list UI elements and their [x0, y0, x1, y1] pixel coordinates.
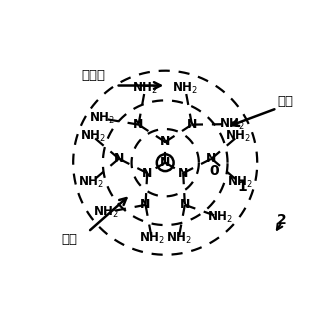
Text: NH$_2$: NH$_2$ [93, 205, 119, 220]
Text: N: N [140, 198, 151, 211]
Text: NH$_2$: NH$_2$ [207, 210, 233, 225]
Text: NH$_2$: NH$_2$ [139, 231, 165, 246]
Text: NH$_2$: NH$_2$ [219, 117, 245, 132]
Text: 1: 1 [237, 181, 247, 195]
Text: NH$_2$: NH$_2$ [78, 175, 104, 190]
Text: N: N [207, 152, 217, 165]
Text: NH$_2$: NH$_2$ [132, 81, 158, 96]
Text: 0: 0 [209, 164, 218, 178]
Text: N: N [178, 167, 188, 180]
Text: 2: 2 [277, 213, 287, 227]
Text: N: N [187, 118, 197, 131]
Text: N: N [160, 156, 170, 169]
Text: 发核: 发核 [61, 233, 77, 246]
Text: N: N [160, 135, 170, 148]
Text: N: N [114, 152, 124, 165]
Text: NH$_2$: NH$_2$ [225, 129, 251, 144]
Text: N: N [133, 118, 144, 131]
Text: NH$_2$: NH$_2$ [166, 231, 192, 246]
Text: N: N [142, 167, 152, 180]
Text: NH$_2$: NH$_2$ [89, 111, 115, 126]
Text: NH$_2$: NH$_2$ [172, 81, 198, 96]
Text: NH$_2$: NH$_2$ [227, 175, 253, 190]
Text: 单位: 单位 [277, 95, 293, 108]
Text: N: N [180, 198, 190, 211]
Text: NH$_2$: NH$_2$ [80, 129, 106, 144]
Text: 端基：: 端基： [81, 69, 105, 82]
